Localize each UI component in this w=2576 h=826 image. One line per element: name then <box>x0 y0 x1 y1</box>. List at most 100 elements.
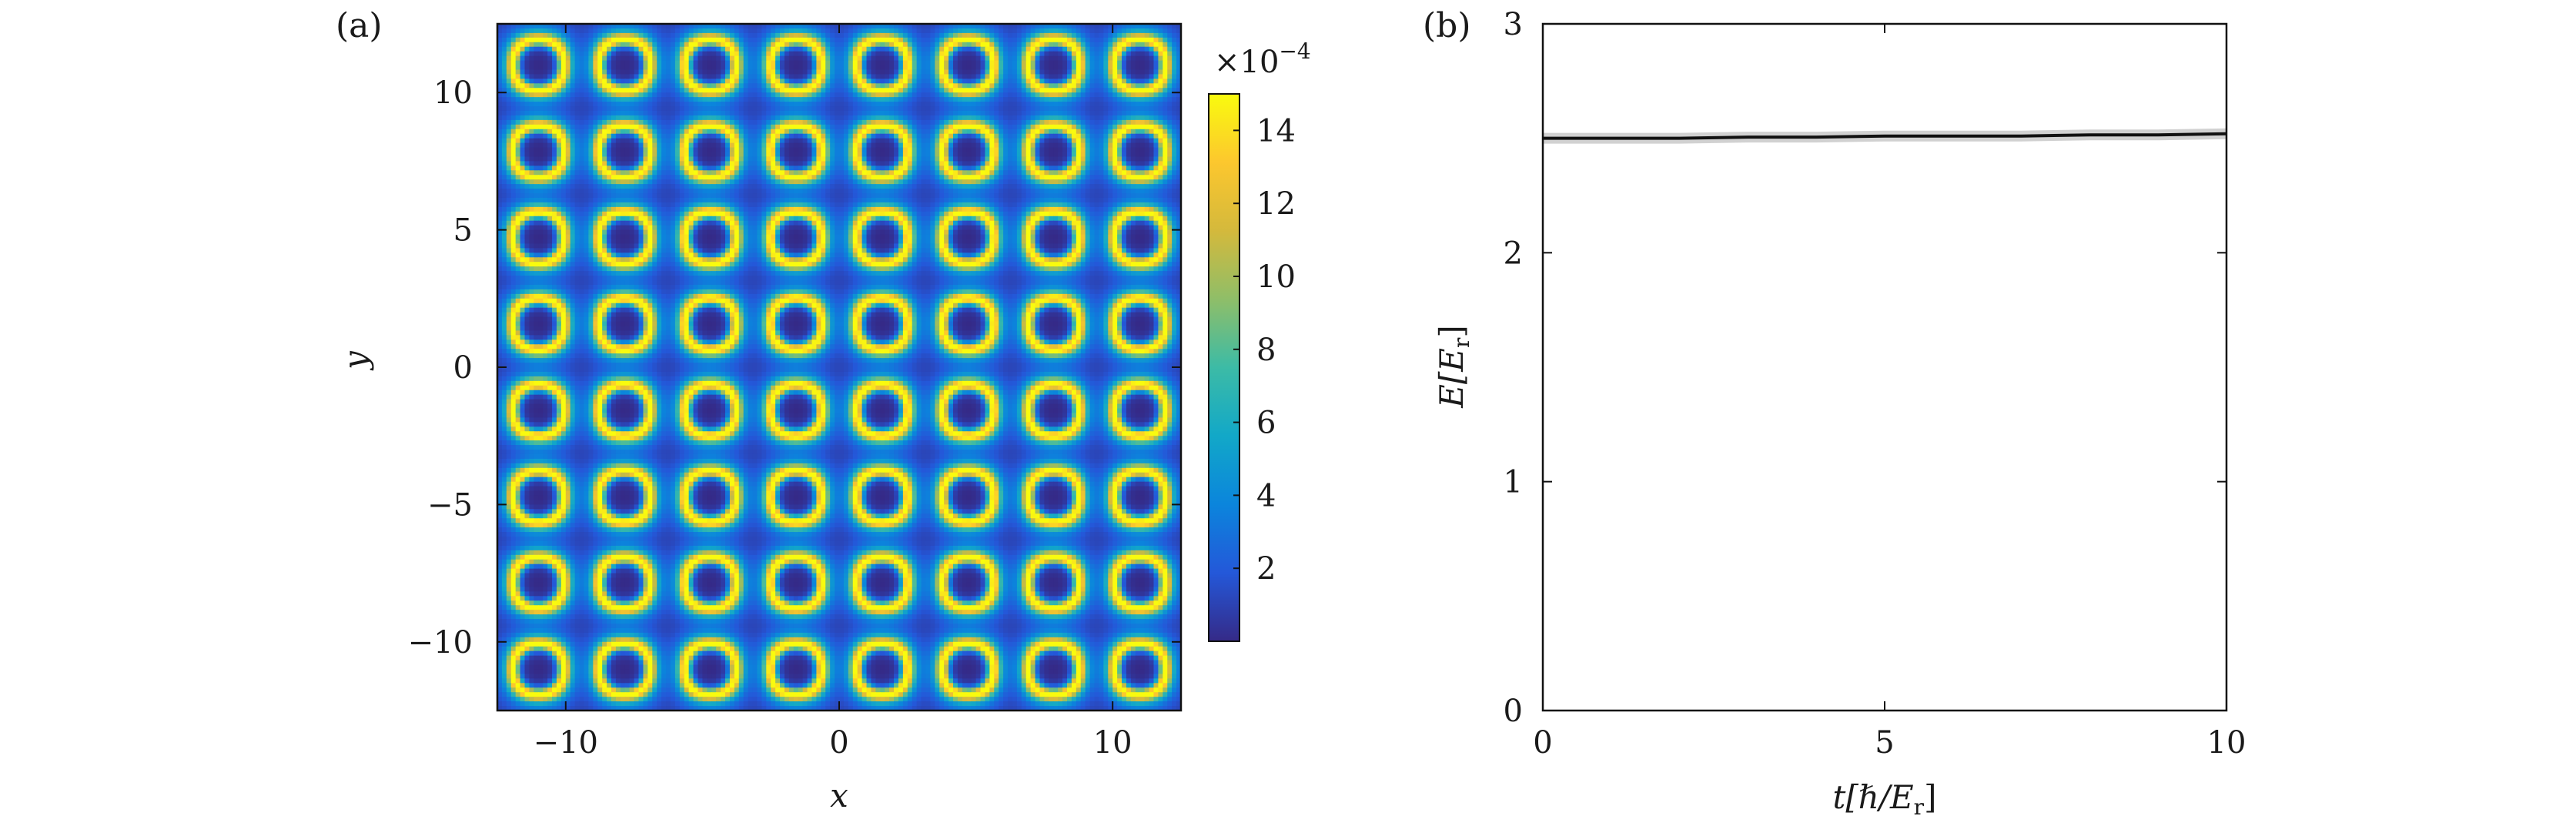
heatmap-cell <box>944 119 949 125</box>
heatmap-cell <box>1067 37 1072 43</box>
heatmap-cell <box>674 138 681 144</box>
heatmap-cell <box>611 124 617 130</box>
heatmap-cell <box>643 138 648 144</box>
heatmap-cell <box>788 32 795 38</box>
heatmap-cell <box>543 74 548 79</box>
heatmap-cell <box>547 166 553 171</box>
heatmap-cell <box>1158 119 1163 125</box>
heatmap-cell <box>971 37 977 43</box>
heatmap-cell <box>989 115 995 121</box>
heatmap-cell <box>780 28 785 34</box>
heatmap-cell <box>698 28 703 34</box>
heatmap-cell <box>593 28 598 34</box>
heatmap-cell <box>1167 161 1173 166</box>
heatmap-cell <box>1008 97 1013 102</box>
heatmap-cell <box>1076 28 1082 34</box>
heatmap-cell <box>966 110 972 116</box>
heatmap-cell <box>1099 92 1104 98</box>
heatmap-cell <box>510 55 517 62</box>
heatmap-cell <box>1008 102 1013 107</box>
heatmap-cell <box>852 92 858 98</box>
heatmap-cell <box>584 46 589 52</box>
heatmap-cell <box>994 24 999 29</box>
heatmap-cell <box>661 28 667 34</box>
heatmap-cell <box>771 69 776 75</box>
heatmap-cell <box>871 147 876 153</box>
heatmap-cell <box>510 79 517 84</box>
heatmap-cell <box>688 102 694 107</box>
heatmap-cell <box>1012 42 1018 48</box>
heatmap-cell <box>1163 106 1168 112</box>
heatmap-cell <box>1003 28 1009 34</box>
heatmap-cell <box>1062 115 1068 121</box>
heatmap-cell <box>925 88 931 93</box>
heatmap-cell <box>1030 119 1036 125</box>
heatmap-cell <box>962 60 968 66</box>
heatmap-cell <box>985 152 990 158</box>
heatmap-cell <box>962 166 968 171</box>
heatmap-cell <box>1153 129 1159 135</box>
heatmap-cell <box>748 152 754 158</box>
heatmap-cell <box>962 79 968 84</box>
heatmap-cell <box>835 79 840 84</box>
heatmap-cell <box>1172 79 1177 84</box>
heatmap-cell <box>757 42 762 48</box>
heatmap-cell <box>638 65 644 71</box>
heatmap-cell <box>784 119 790 125</box>
heatmap-cell <box>830 88 835 93</box>
heatmap-cell <box>775 69 781 75</box>
heatmap-cell <box>871 37 876 43</box>
heatmap-cell <box>611 119 617 125</box>
heatmap-cell <box>574 24 580 29</box>
heatmap-cell <box>638 110 644 116</box>
heatmap-cell <box>1130 92 1136 98</box>
heatmap-cell <box>1112 65 1118 71</box>
heatmap-cell <box>721 60 726 66</box>
heatmap-cell <box>501 156 507 162</box>
heatmap-cell <box>944 115 949 121</box>
heatmap-cell <box>1112 170 1118 176</box>
heatmap-cell <box>811 133 817 139</box>
heatmap-cell <box>524 129 530 135</box>
heatmap-cell <box>757 46 762 52</box>
heatmap-cell <box>515 124 521 130</box>
heatmap-cell <box>1058 161 1063 166</box>
heatmap-cell <box>652 106 657 112</box>
heatmap-cell <box>1080 79 1086 84</box>
heatmap-cell <box>1016 97 1022 102</box>
heatmap-cell <box>620 129 626 135</box>
heatmap-cell <box>835 46 840 52</box>
heatmap-cell <box>935 83 940 89</box>
heatmap-cell <box>698 142 703 149</box>
heatmap-cell <box>725 92 731 98</box>
heatmap-cell <box>565 161 571 166</box>
heatmap-cell <box>698 170 703 176</box>
heatmap-cell <box>607 46 612 52</box>
heatmap-cell <box>574 74 580 79</box>
heatmap-cell <box>1008 65 1013 71</box>
heatmap-cell <box>894 79 899 84</box>
heatmap-cell <box>1122 83 1127 89</box>
heatmap-cell <box>570 42 576 48</box>
heatmap-cell <box>825 32 831 38</box>
heatmap-cell <box>1021 129 1027 135</box>
heatmap-cell <box>670 55 676 62</box>
heatmap-cell <box>629 97 635 102</box>
heatmap-cell <box>607 79 612 84</box>
heatmap-cell <box>975 119 982 125</box>
heatmap-cell <box>1039 147 1045 153</box>
heatmap-cell <box>1003 97 1009 102</box>
heatmap-cell <box>835 65 840 71</box>
heatmap-cell <box>1139 60 1146 66</box>
heatmap-cell <box>980 115 986 121</box>
heatmap-cell <box>852 60 858 66</box>
heatmap-cell <box>679 115 685 121</box>
heatmap-cell <box>852 102 858 107</box>
heatmap-cell <box>1071 147 1077 153</box>
heatmap-cell <box>807 65 813 71</box>
heatmap-cell <box>707 152 712 158</box>
heatmap-cell <box>1049 51 1054 57</box>
heatmap-cell <box>1126 60 1132 66</box>
heatmap-cell <box>506 88 512 93</box>
heatmap-cell <box>1076 170 1082 176</box>
